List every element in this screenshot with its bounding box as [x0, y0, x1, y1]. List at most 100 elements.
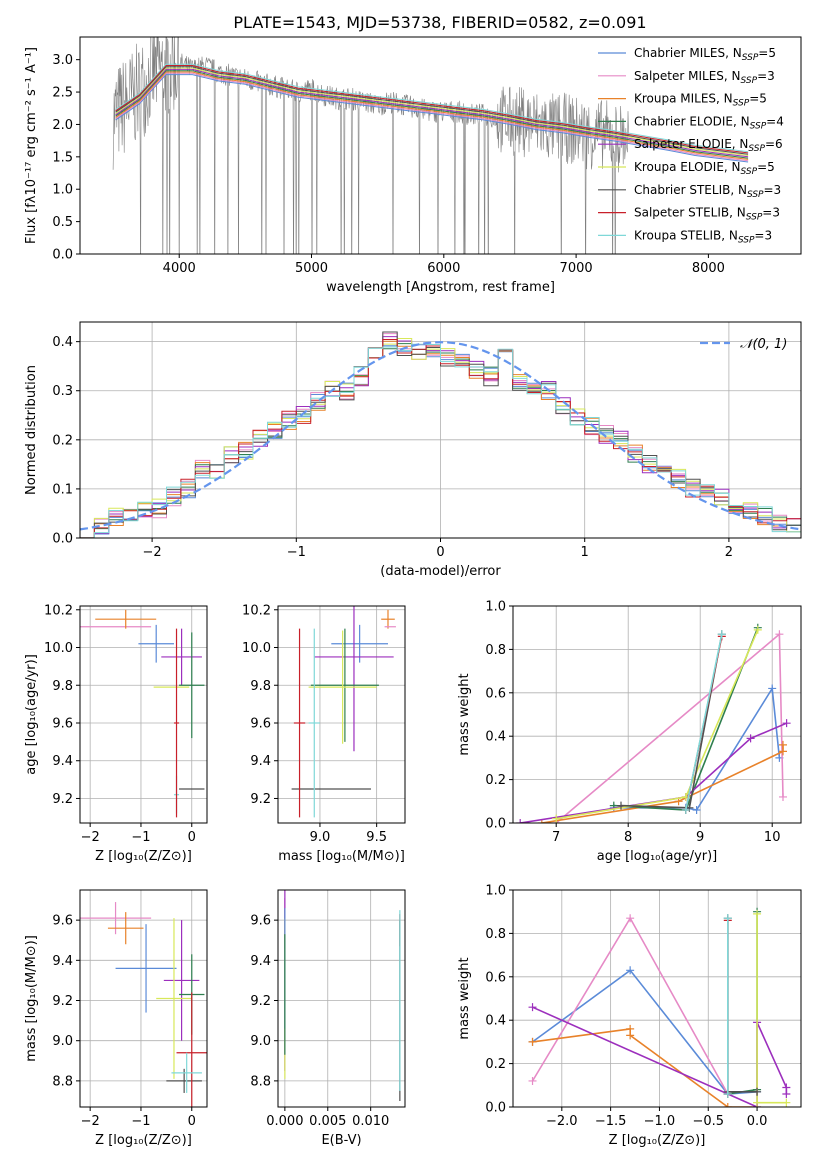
x-tick-label: −1.5 [595, 1114, 627, 1129]
y-tick-label: 1.0 [485, 600, 506, 615]
weight-line [620, 634, 723, 809]
y-tick-label: 9.8 [250, 679, 271, 694]
y-tick-label: 1.0 [52, 183, 73, 198]
legend-entry: Kroupa MILES, NSSP=5 [634, 92, 767, 109]
grid [80, 606, 207, 823]
weight-marker [779, 792, 787, 801]
y-tick-label: 0.2 [52, 433, 73, 448]
weight-marker [723, 1089, 732, 1098]
y-tick-label: 0.4 [485, 730, 506, 745]
y-axis-label: age [log₁₀(age/yr)] [24, 654, 39, 775]
x-tick-label: 8 [624, 830, 632, 845]
y-tick-label: 2.0 [52, 118, 73, 133]
model-line [115, 63, 749, 153]
x-tick-label: −1 [131, 830, 150, 845]
y-tick-label: 0.8 [485, 927, 506, 942]
figure-title: PLATE=1543, MJD=53738, FIBERID=0582, z=0… [233, 13, 646, 32]
weight-marker [753, 909, 762, 918]
panel-weight-vs-age: 7 8 9 10 0.0 0.2 0.4 0.6 0.8 1.0 age [log₁₀(age/yr… [457, 600, 802, 864]
weight-marker [626, 914, 635, 923]
weight-marker [516, 819, 525, 823]
y-axis-label: Normed distribution [24, 365, 39, 495]
weight-line [726, 918, 758, 1093]
weight-marker [528, 1037, 537, 1046]
axes-frame [79, 605, 208, 824]
legend-entry: Chabrier ELODIE, NSSP=4 [634, 114, 784, 131]
y-axis-label: mass weight [457, 673, 472, 755]
y-tick-label: 8.8 [52, 1074, 73, 1089]
data-point [176, 992, 207, 1107]
y-tick-label: 0.5 [52, 215, 73, 230]
y-tick-label: 0.2 [485, 1057, 506, 1072]
data-point [314, 606, 394, 752]
x-tick-label: 9.5 [366, 830, 387, 845]
plot-area [516, 623, 791, 823]
weight-marker [782, 719, 791, 728]
plot-area [112, 37, 749, 254]
data-point [308, 630, 377, 744]
plot-area [80, 609, 205, 818]
grid [513, 606, 801, 823]
x-tick-label: 10 [764, 830, 781, 845]
x-tick-label: 0 [436, 545, 444, 560]
y-tick-label: 0.4 [485, 1014, 506, 1029]
weight-marker [723, 1103, 732, 1107]
model-line [115, 70, 749, 159]
x-tick-label: −1 [287, 545, 306, 560]
y-tick-label: 9.6 [250, 914, 271, 929]
y-tick-label: 9.4 [250, 754, 271, 769]
legend-entry: Chabrier MILES, NSSP=5 [634, 46, 776, 63]
legend: Chabrier MILES, NSSP=5 Salpeter MILES, NS… [598, 46, 784, 245]
plot-area [284, 890, 401, 1101]
model-line [115, 72, 749, 162]
y-tick-label: 9.0 [52, 1034, 73, 1049]
weight-line [520, 722, 787, 823]
legend-entry: Salpeter STELIB, NSSP=3 [634, 206, 780, 223]
weight-marker [528, 1076, 537, 1085]
axes-frame [79, 889, 208, 1108]
y-tick-label: 0.3 [52, 384, 73, 399]
x-tick-label: −1.0 [644, 1114, 676, 1129]
weight-line [555, 632, 784, 823]
x-tick-label: 0.0 [747, 1114, 768, 1129]
y-tick-label: 0.8 [485, 643, 506, 658]
y-tick-label: 9.6 [250, 716, 271, 731]
weight-line [556, 629, 759, 820]
data-point [80, 902, 152, 935]
weight-marker [768, 684, 777, 693]
gaussian-curve [80, 341, 801, 531]
x-axis-label: mass [log₁₀(M/M⊙)] [278, 849, 405, 864]
plot-area [528, 907, 791, 1107]
x-tick-label: 8000 [692, 261, 725, 276]
x-tick-label: 9 [696, 830, 704, 845]
data-point [179, 632, 205, 739]
weight-marker [782, 1089, 791, 1098]
y-tick-label: 10.0 [44, 641, 73, 656]
weight-line [532, 1027, 758, 1107]
data-point [115, 924, 177, 1013]
weight-marker [681, 805, 690, 814]
y-tick-label: 9.6 [52, 914, 73, 929]
x-axis-label: (data-model)/error [380, 564, 501, 579]
weight-line [756, 913, 787, 1104]
weight-marker [626, 1031, 635, 1040]
panel-weight-vs-Z: −2.0 −1.5 −1.0 −0.5 0.0 0.0 0.2 0.4 0.6 0.8 1.0 Z [… [457, 884, 802, 1148]
weight-line [727, 911, 758, 1095]
data-point [156, 918, 192, 1079]
y-tick-label: 1.5 [52, 150, 73, 165]
x-axis-label: wavelength [Angstrom, rest frame] [326, 280, 555, 295]
model-line [115, 67, 749, 156]
x-tick-label: 5000 [295, 261, 328, 276]
x-axis-label: age [log₁₀(age/yr)] [597, 849, 718, 864]
y-tick-label: 0.0 [52, 248, 73, 263]
grid [278, 890, 405, 1107]
y-tick-label: 0.6 [485, 686, 506, 701]
axes-frame [512, 605, 802, 824]
weight-marker [717, 630, 726, 639]
weight-line [532, 969, 758, 1095]
weight-marker [617, 801, 625, 810]
x-axis-label: Z [log₁₀(Z/Z⊙)] [95, 1133, 192, 1148]
legend-entry: Salpeter ELODIE, NSSP=6 [634, 137, 783, 154]
y-tick-label: 0.0 [485, 817, 506, 832]
weight-line [685, 634, 723, 811]
